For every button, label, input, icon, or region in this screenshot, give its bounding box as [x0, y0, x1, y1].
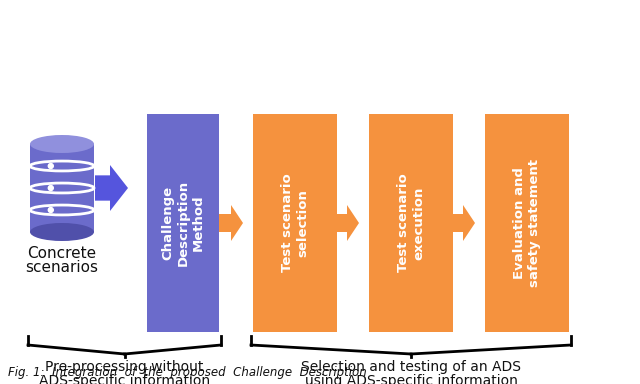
FancyArrow shape [337, 205, 359, 241]
Text: Selection and testing of an ADS: Selection and testing of an ADS [301, 360, 521, 374]
Circle shape [48, 164, 53, 169]
Text: Pre-processing without: Pre-processing without [45, 360, 204, 374]
Bar [485, 114, 569, 332]
Text: Concrete: Concrete [28, 246, 97, 261]
Text: Challenge
Description
Method: Challenge Description Method [161, 180, 205, 266]
Bar [253, 114, 337, 332]
Text: using ADS-specific information: using ADS-specific information [305, 374, 517, 384]
Text: Test scenario
selection: Test scenario selection [281, 174, 309, 272]
Bar [369, 114, 453, 332]
Text: Fig. 1:  Integration  of  the  proposed  Challenge  Description: Fig. 1: Integration of the proposed Chal… [8, 366, 367, 379]
Circle shape [48, 185, 53, 190]
Text: scenarios: scenarios [26, 260, 99, 275]
Bar [30, 144, 94, 232]
Circle shape [48, 207, 53, 212]
FancyArrow shape [95, 165, 128, 211]
FancyArrow shape [219, 205, 243, 241]
Text: ADS-specific information: ADS-specific information [39, 374, 210, 384]
Text: Test scenario
execution: Test scenario execution [397, 174, 425, 272]
Text: Evaluation and
safety statement: Evaluation and safety statement [513, 159, 541, 287]
Bar [147, 114, 219, 332]
Ellipse shape [30, 223, 94, 241]
Ellipse shape [30, 135, 94, 153]
FancyArrow shape [453, 205, 475, 241]
